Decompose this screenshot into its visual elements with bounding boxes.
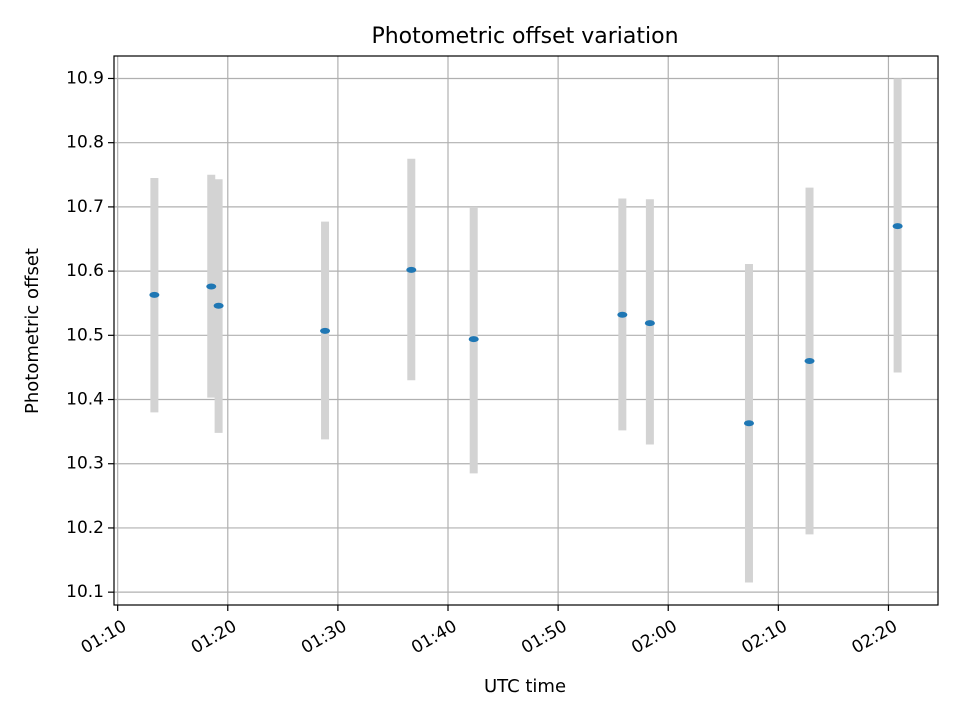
y-tick-label: 10.7 [66,197,104,217]
data-point [149,291,160,298]
data-point [406,266,417,273]
y-tick-label: 10.2 [66,518,104,538]
grid [114,56,938,605]
data-points [149,223,903,427]
data-point [213,302,224,309]
data-point [320,327,331,334]
data-point [743,420,754,427]
plot-frame [113,55,939,606]
data-point [206,283,217,290]
x-axis-label: UTC time [484,676,566,697]
data-point [892,223,903,230]
data-point [468,336,479,343]
data-point [804,358,815,364]
y-tick-label: 10.6 [66,261,104,281]
data-point [644,320,655,327]
y-axis-ticks: 10.1 10.2 10.3 10.4 10.5 10.6 10.7 10.8 10.9 [66,68,114,602]
y-tick-label: 10.4 [66,390,104,410]
y-tick-label: 10.1 [66,582,104,602]
y-tick-label: 10.3 [66,454,104,474]
y-axis-label: Photometric offset [22,248,43,414]
y-tick-label: 10.5 [66,325,104,345]
y-tick-label: 10.9 [66,68,104,88]
y-tick-label: 10.8 [66,133,104,153]
data-point [617,311,628,318]
chart-title: Photometric offset variation [371,24,678,49]
